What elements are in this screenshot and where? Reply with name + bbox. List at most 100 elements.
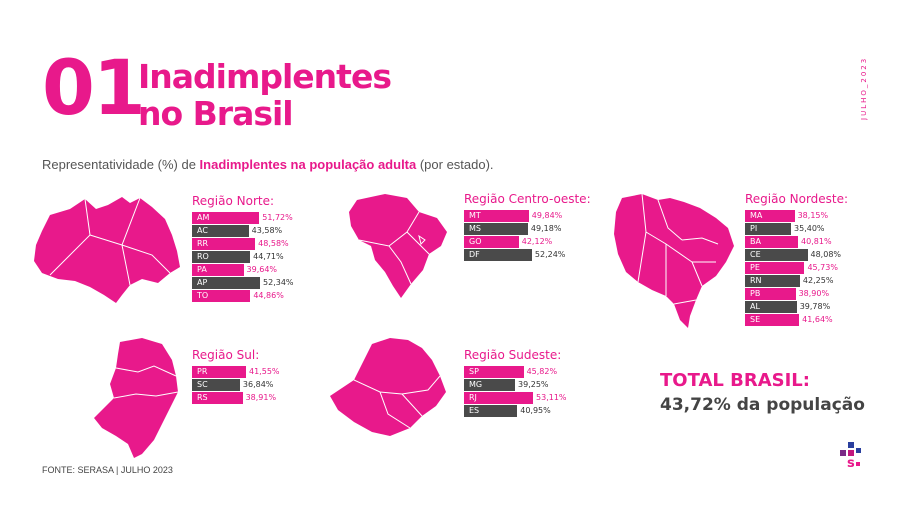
title-line-2: no Brasil — [138, 94, 294, 133]
map-nordeste-shape — [614, 194, 734, 328]
bar-row-mg: MG 39,25% — [464, 379, 561, 391]
bar-label-mg: MG — [469, 380, 483, 389]
map-centro-oeste — [349, 194, 447, 298]
map-sul — [94, 338, 179, 458]
bar-am — [192, 212, 260, 224]
bar-value-pr: 41,55% — [249, 367, 280, 376]
bar-row-al: AL 39,78% — [745, 301, 848, 313]
bar-label-ac: AC — [197, 226, 208, 235]
bar-row-go: GO 42,12% — [464, 236, 591, 248]
subtitle-highlight: Inadimplentes na população adulta — [199, 157, 417, 172]
bar-row-mt: MT 49,84% — [464, 210, 591, 222]
vertical-date-text: JULHO_2023 — [860, 57, 868, 120]
map-nordeste — [614, 193, 734, 328]
region-sul: Região Sul: PR 41,55% SC 36,84% RS 38,91% — [192, 348, 280, 405]
region-title: Região Sudeste: — [464, 348, 562, 362]
bar-label-pb: PB — [750, 289, 761, 298]
bar-label-to: TO — [197, 291, 209, 300]
page-title: Inadimplentes no Brasil — [138, 57, 392, 133]
bar-value-df: 52,24% — [534, 250, 566, 259]
bar-row-sp: SP 45,82% — [464, 366, 561, 378]
bar-label-se: SE — [750, 315, 761, 324]
bar-row-rn: RN 42,25% — [745, 275, 848, 287]
bar-label-rr: RR — [197, 239, 209, 248]
bar-label-df: DF — [469, 250, 480, 259]
map-norte-borders — [49, 197, 171, 286]
bar-row-df: DF 52,24% — [464, 249, 591, 261]
bar-label-ms: MS — [469, 224, 481, 233]
bar-label-ap: AP — [197, 278, 208, 287]
bar-row-rr: RR 48,58% — [192, 238, 289, 250]
bar-value-rr: 48,58% — [258, 239, 289, 248]
bar-label-am: AM — [197, 213, 210, 222]
bar-row-rs: RS 38,91% — [192, 392, 276, 404]
bar-row-to: TO 44,86% — [192, 290, 284, 302]
bar-label-go: GO — [469, 237, 482, 246]
region-title: Região Centro-oeste: — [464, 192, 591, 206]
bar-ma — [745, 210, 795, 222]
bar-value-ro: 44,71% — [253, 252, 284, 261]
bar-es — [464, 405, 518, 417]
chart-subtitle: Representatividade (%) de Inadimplentes … — [42, 157, 494, 172]
bar-value-rj: 53,11% — [536, 393, 567, 402]
bar-value-ms: 49,18% — [530, 224, 562, 233]
bar-rs — [192, 392, 243, 404]
title-line-1: Inadimplentes — [138, 57, 392, 96]
bar-pi — [745, 223, 792, 235]
bar-value-pb: 38,90% — [798, 289, 830, 298]
bar-ms — [464, 223, 528, 235]
bar-mt — [464, 210, 529, 222]
region-title: Região Nordeste: — [745, 192, 849, 206]
bar-row-ac: AC 43,58% — [192, 225, 282, 237]
bar-value-am: 51,72% — [262, 213, 293, 222]
map-norte — [34, 197, 180, 303]
bar-to — [192, 290, 251, 302]
bar-row-ma: MA 38,15% — [745, 210, 848, 222]
bar-label-rn: RN — [750, 276, 762, 285]
total-label: TOTAL BRASIL: — [660, 370, 810, 391]
bar-rj — [464, 392, 534, 404]
bar-ro — [192, 251, 251, 263]
bar-value-ap: 52,34% — [263, 278, 294, 287]
bar-value-rs: 38,91% — [245, 393, 277, 402]
map-centro-oeste-shape — [349, 194, 447, 298]
bar-value-rn: 42,25% — [802, 276, 834, 285]
bar-row-ap: AP 52,34% — [192, 277, 294, 289]
bar-value-to: 44,86% — [253, 291, 284, 300]
bar-row-es: ES 40,95% — [464, 405, 561, 417]
subtitle-post: (por estado). — [416, 157, 494, 172]
bar-value-mg: 39,25% — [518, 380, 549, 389]
bar-value-pe: 45,73% — [807, 263, 838, 272]
bar-ac — [192, 225, 249, 237]
total-value: 43,72% da população — [660, 395, 865, 415]
bar-label-pr: PR — [197, 367, 208, 376]
map-centro-oeste-borders — [358, 211, 430, 285]
bar-rr — [192, 238, 256, 250]
bar-value-ce: 48,08% — [810, 250, 842, 259]
region-title: Região Sul: — [192, 348, 260, 362]
bar-ce — [745, 249, 808, 261]
bar-label-es: ES — [469, 406, 480, 415]
bar-value-pi: 35,40% — [794, 224, 825, 233]
bar-label-pa: PA — [197, 265, 207, 274]
serasa-logo: s — [840, 442, 861, 470]
map-nordeste-borders — [637, 193, 719, 305]
total-brasil: TOTAL BRASIL: 43,72% da população — [660, 370, 865, 415]
bar-label-sp: SP — [469, 367, 479, 376]
bar-label-pe: PE — [750, 263, 760, 272]
bar-label-pi: PI — [750, 224, 758, 233]
bar-row-pi: PI 35,40% — [745, 223, 848, 235]
source-footer: FONTE: SERASA | JULHO 2023 — [42, 465, 173, 475]
vertical-date: JULHO_2023 — [860, 57, 868, 120]
bar-rn — [745, 275, 800, 287]
bar-label-ba: BA — [750, 237, 761, 246]
bar-row-pe: PE 45,73% — [745, 262, 848, 274]
bar-value-pa: 39,64% — [246, 265, 278, 274]
bar-row-ba: BA 40,81% — [745, 236, 848, 248]
bar-value-sc: 36,84% — [242, 380, 274, 389]
bar-label-ro: RO — [197, 252, 209, 261]
bar-df — [464, 249, 532, 261]
bar-value-al: 39,78% — [799, 302, 831, 311]
bar-label-rj: RJ — [469, 393, 477, 402]
bar-row-pb: PB 38,90% — [745, 288, 848, 300]
